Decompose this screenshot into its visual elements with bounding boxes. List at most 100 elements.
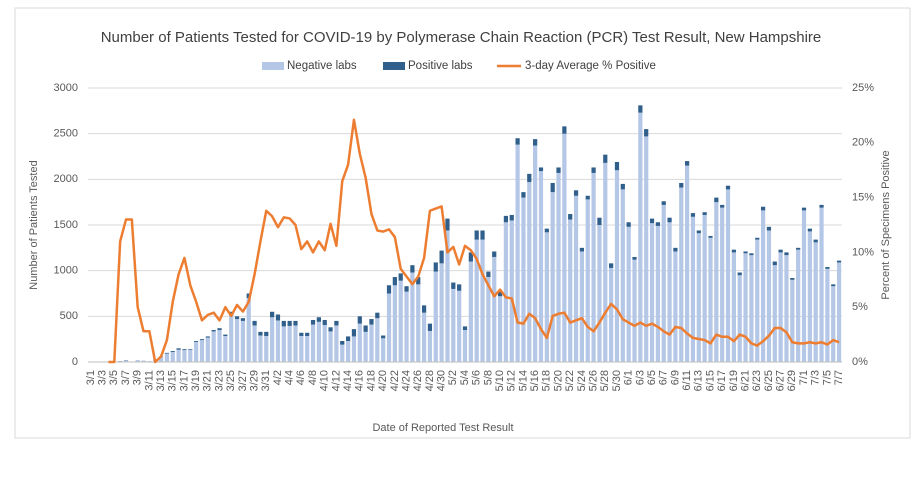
bar-segment [176, 350, 180, 362]
bar-segment [644, 136, 648, 362]
bar-segment [241, 318, 245, 321]
x-tick-label: 5/12 [506, 370, 518, 391]
bar-segment [767, 230, 771, 362]
x-tick-label: 5/8 [482, 370, 494, 385]
x-tick-label: 5/2 [447, 370, 459, 385]
bar-segment [597, 225, 601, 362]
legend-swatch [262, 62, 284, 70]
bar-segment [732, 250, 736, 253]
bar-segment [235, 316, 239, 319]
bar-segment [773, 262, 777, 266]
bar-segment [814, 240, 818, 243]
x-tick-label: 5/6 [471, 370, 483, 385]
x-tick-label: 6/23 [751, 370, 763, 391]
bar-segment [679, 183, 683, 188]
bar-segment [574, 190, 578, 195]
bar-segment [176, 348, 180, 349]
bar-segment [457, 291, 461, 362]
x-tick-label: 5/26 [587, 370, 599, 391]
bar-segment [328, 331, 332, 362]
bar-segment [545, 232, 549, 362]
bar-segment [790, 280, 794, 362]
bar-segment [627, 222, 631, 227]
x-tick-label: 3/5 [108, 370, 120, 385]
bar-segment [223, 335, 227, 336]
bar-segment [317, 317, 321, 322]
bar-segment [293, 321, 297, 326]
x-tick-label: 6/27 [775, 370, 787, 391]
bar-segment [568, 214, 572, 219]
bar-segment [615, 162, 619, 170]
bar-segment [451, 289, 455, 362]
bar-segment [808, 229, 812, 232]
x-tick-label: 6/1 [623, 370, 635, 385]
bar-segment [767, 227, 771, 231]
bar-segment [527, 182, 531, 362]
x-tick-label: 7/7 [833, 370, 845, 385]
bar-segment [697, 230, 701, 233]
x-tick-label: 4/8 [307, 370, 319, 385]
x-tick-label: 5/22 [564, 370, 576, 391]
bar-segment [796, 248, 800, 250]
x-tick-label: 5/24 [576, 370, 588, 391]
bar-segment [650, 223, 654, 362]
bar-segment [743, 253, 747, 362]
bar-segment [539, 167, 543, 171]
bar-segment [194, 341, 198, 342]
bar-segment [545, 229, 549, 233]
bar-segment [393, 285, 397, 362]
legend-label: Negative labs [287, 60, 357, 72]
bar-segment [340, 341, 344, 345]
x-tick-label: 4/24 [400, 370, 412, 391]
bar-segment [685, 161, 689, 166]
bar-segment [504, 216, 508, 222]
bar-segment [200, 340, 204, 362]
bar-segment [603, 163, 607, 362]
bar-segment [235, 319, 239, 362]
x-tick-label: 6/29 [786, 370, 798, 391]
bar-segment [410, 272, 414, 362]
y-tick-label: 2500 [54, 128, 78, 140]
bar-segment [551, 192, 555, 362]
bar-segment [562, 134, 566, 362]
bar-segment [445, 219, 449, 231]
x-tick-label: 4/20 [377, 370, 389, 391]
x-tick-label: 5/18 [541, 370, 553, 391]
bar-segment [773, 265, 777, 362]
x-tick-label: 5/30 [611, 370, 623, 391]
bar-segment [516, 138, 520, 144]
bar-segment [422, 305, 426, 312]
bar-segment [463, 330, 467, 362]
x-tick-label: 4/2 [272, 370, 284, 385]
bar-segment [492, 257, 496, 362]
bar-segment [369, 325, 373, 362]
y2-tick-label: 20% [852, 137, 874, 149]
y2-tick-label: 15% [852, 192, 874, 204]
bar-segment [516, 145, 520, 362]
bar-segment [825, 269, 829, 362]
bar-segment [299, 336, 303, 362]
y2-tick-label: 10% [852, 246, 874, 258]
x-tick-label: 5/4 [459, 370, 471, 385]
x-tick-label: 3/9 [132, 370, 144, 385]
bar-segment [247, 298, 251, 362]
bar-segment [311, 320, 315, 325]
bar-segment [603, 155, 607, 163]
bar-segment [568, 220, 572, 362]
y2-tick-label: 0% [852, 356, 868, 368]
bar-segment [375, 313, 379, 318]
x-tick-label: 4/18 [365, 370, 377, 391]
x-tick-label: 6/9 [669, 370, 681, 385]
bar-segment [738, 272, 742, 275]
bar-segment [358, 316, 362, 323]
x-tick-label: 3/31 [260, 370, 272, 391]
x-tick-label: 6/21 [739, 370, 751, 391]
bar-segment [171, 351, 175, 352]
bar-segment [276, 315, 280, 321]
bar-segment [779, 252, 783, 362]
bar-segment [440, 251, 444, 264]
bar-segment [416, 284, 420, 362]
bar-segment [802, 208, 806, 211]
x-tick-label: 4/26 [412, 370, 424, 391]
